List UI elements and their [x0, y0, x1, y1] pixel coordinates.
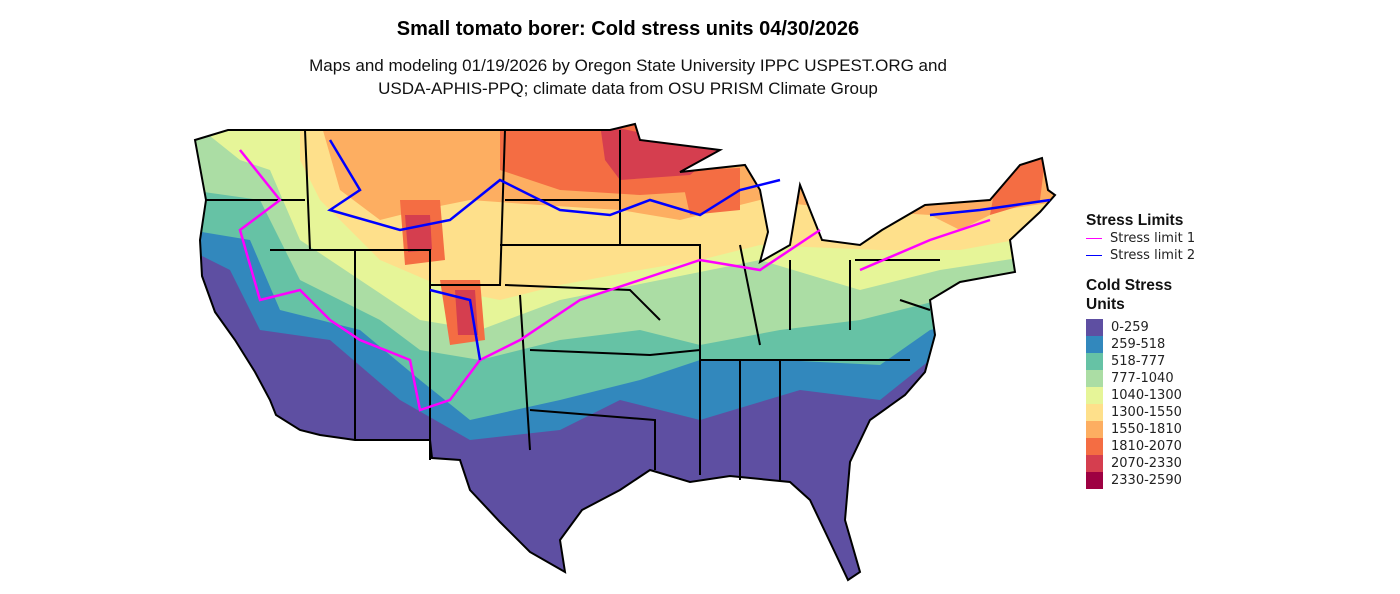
legend-label: 1040-1300 [1111, 388, 1182, 403]
legend-bin: 1040-1300 [1086, 387, 1195, 404]
legend-label: 1300-1550 [1111, 405, 1182, 420]
legend-label: 2070-2330 [1111, 456, 1182, 471]
legend-swatch [1086, 421, 1103, 438]
legend-swatch [1086, 370, 1103, 387]
legend-label: 1810-2070 [1111, 439, 1182, 454]
legend-swatch [1086, 319, 1103, 336]
legend-bin: 259-518 [1086, 336, 1195, 353]
map-subtitle-line1: Maps and modeling 01/19/2026 by Oregon S… [309, 56, 947, 75]
legend-bin: 1300-1550 [1086, 404, 1195, 421]
legend-swatch [1086, 404, 1103, 421]
legend-swatch [1086, 353, 1103, 370]
legend-label: 2330-2590 [1111, 473, 1182, 488]
map-subtitle-line2: USDA-APHIS-PPQ; climate data from OSU PR… [378, 79, 878, 98]
legend-label: 518-777 [1111, 354, 1166, 369]
legend-bin: 1810-2070 [1086, 438, 1195, 455]
band-1810-2070 [400, 124, 1045, 345]
legend-label: 777-1040 [1111, 371, 1174, 386]
stress-limits-title: Stress Limits [1086, 212, 1184, 229]
legend-bin: 0-259 [1086, 319, 1195, 336]
legend-swatch [1086, 455, 1103, 472]
legend-swatch [1086, 336, 1103, 353]
cold-stress-units-title: Cold Stress Units [1086, 277, 1173, 313]
map-title: Small tomato borer: Cold stress units 04… [396, 18, 860, 40]
legend: Stress Limits Stress limit 1 Stress limi… [1086, 211, 1195, 489]
band-2070-2330 [405, 124, 720, 335]
legend-bin: 2070-2330 [1086, 455, 1195, 472]
legend-swatch [1086, 387, 1103, 404]
stress-limit-1-contour [238, 149, 991, 412]
stress-limit-2-contour [327, 139, 1051, 361]
legend-bin: 777-1040 [1086, 370, 1195, 387]
legend-label: 0-259 [1111, 320, 1149, 335]
legend-bin: 1550-1810 [1086, 421, 1195, 438]
legend-swatch [1086, 438, 1103, 455]
legend-swatch [1086, 472, 1103, 489]
legend-label: Stress limit 1 [1110, 231, 1196, 246]
state-borders [194, 123, 1056, 581]
legend-stress-limit-2: Stress limit 2 [1086, 247, 1195, 264]
legend-stress-limit-1: Stress limit 1 [1086, 230, 1195, 247]
legend-label: 259-518 [1111, 337, 1166, 352]
legend-label: 1550-1810 [1111, 422, 1182, 437]
legend-label: Stress limit 2 [1110, 248, 1196, 263]
legend-bin: 518-777 [1086, 353, 1195, 370]
legend-bin: 2330-2590 [1086, 472, 1195, 489]
